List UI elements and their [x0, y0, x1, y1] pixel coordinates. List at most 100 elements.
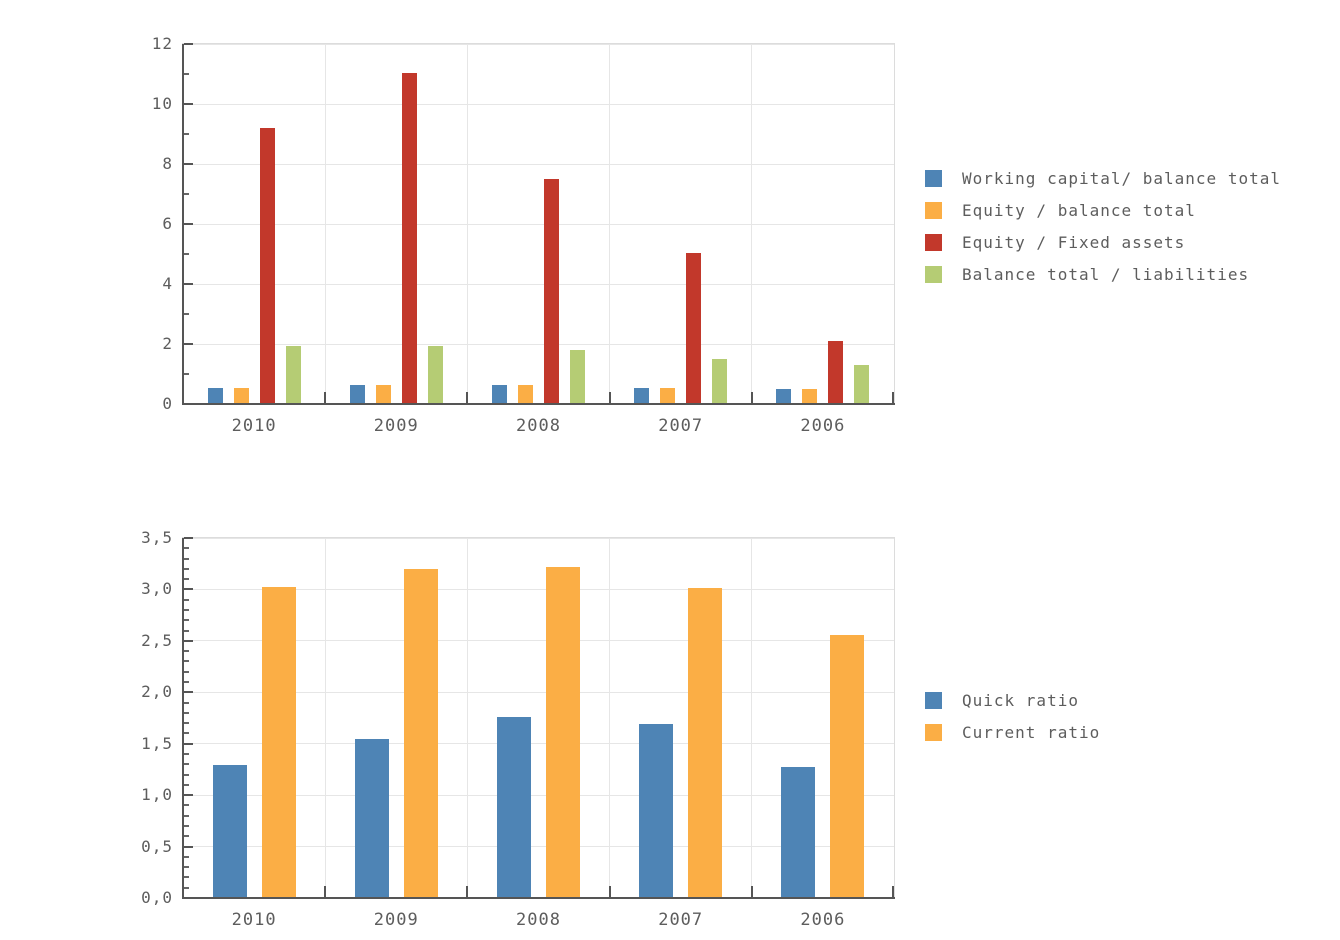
bar-working-capital-balance-total [349, 385, 365, 404]
bar-working-capital-balance-total [634, 387, 650, 404]
y-axis-minor-tick [184, 773, 189, 776]
y-axis-minor-tick [184, 629, 189, 632]
y-axis-major-tick [184, 742, 193, 745]
y-axis-minor-tick [184, 619, 189, 622]
y-axis-minor-tick [184, 866, 189, 869]
gridline [466, 44, 468, 404]
x-axis-line [182, 403, 895, 405]
gridline [751, 44, 753, 404]
legend-item: Working capital/ balance total [925, 162, 1281, 194]
y-axis-major-tick [184, 163, 193, 165]
x-axis-category-label: 2006 [800, 910, 846, 930]
y-axis-minor-tick [184, 753, 189, 755]
x-axis-tick [750, 886, 753, 897]
y-axis-minor-tick [184, 855, 189, 858]
y-axis-tick-label: 3,5 [141, 528, 173, 547]
x-axis-category-label: 2008 [516, 416, 561, 436]
gridline [183, 103, 894, 105]
bar-current-ratio [546, 566, 580, 898]
bar-balance-total-liabilities [712, 359, 728, 404]
bar-quick-ratio [781, 767, 816, 898]
gridline [183, 43, 894, 45]
y-axis-major-tick [184, 639, 193, 642]
y-axis-minor-tick [184, 193, 189, 195]
y-axis-minor-tick [184, 567, 189, 570]
y-axis-minor-tick [184, 578, 189, 581]
legend-label: Current ratio [962, 722, 1101, 742]
y-axis-minor-tick [184, 886, 189, 889]
y-axis-tick-label: 1,0 [141, 785, 173, 805]
x-axis-category-label: 2009 [373, 416, 419, 436]
y-axis-tick-label: 0,5 [141, 836, 173, 856]
x-axis-tick [608, 886, 611, 897]
y-axis-minor-tick [184, 876, 189, 879]
x-axis-tick [892, 392, 894, 403]
bar-balance-total-liabilities [854, 365, 870, 404]
y-axis-major-tick [184, 43, 193, 45]
y-axis-minor-tick [184, 804, 189, 807]
y-axis-tick-label: 10 [151, 94, 173, 113]
legend: Working capital/ balance total Equity / b… [925, 162, 1281, 290]
y-axis-tick-label: 2 [162, 334, 173, 353]
y-axis-line [182, 44, 184, 405]
bar-equity-fixed-assets [686, 252, 702, 404]
y-axis-minor-tick [184, 732, 189, 735]
legend-swatch-icon [925, 691, 942, 709]
balance-ratios-bar-chart: 0 2 4 6 8 10 12 2010 2009 2008 2007 2006 Working ca… [151, 35, 1281, 437]
gridline [183, 163, 894, 165]
y-axis-major-tick [184, 588, 193, 591]
gridline [183, 743, 894, 745]
y-axis-minor-tick [184, 814, 189, 817]
legend-item: Current ratio [925, 716, 1100, 748]
y-axis-minor-tick [184, 313, 189, 315]
bar-equity-balance-total [233, 387, 249, 404]
gridline [183, 846, 894, 848]
y-axis-minor-tick [184, 670, 189, 673]
y-axis-tick-label: 3,0 [141, 579, 173, 599]
y-axis-minor-tick [184, 598, 189, 601]
legend-swatch-icon [925, 233, 942, 251]
legend-label: Working capital/ balance total [962, 168, 1281, 188]
gridline [609, 44, 611, 404]
bar-quick-ratio [212, 765, 247, 898]
bar-balance-total-liabilities [427, 345, 443, 404]
y-axis-major-tick [184, 283, 193, 285]
x-axis-tick [466, 392, 469, 403]
bar-current-ratio [830, 634, 865, 898]
x-axis-category-label: 2010 [231, 416, 277, 436]
y-axis-major-tick [184, 343, 193, 345]
bar-equity-balance-total [660, 387, 676, 404]
bar-equity-fixed-assets [544, 179, 559, 404]
y-axis-minor-tick [184, 133, 189, 135]
bar-working-capital-balance-total [776, 389, 792, 404]
legend-item: Equity / balance total [925, 194, 1281, 226]
y-axis-tick-label: 1,5 [141, 733, 173, 753]
legend-label: Equity / balance total [962, 200, 1196, 220]
x-axis-tick [750, 392, 753, 403]
y-axis-minor-tick [184, 650, 189, 653]
bar-working-capital-balance-total [492, 385, 507, 404]
plot-area: 0,0 0,5 1,0 1,5 2,0 2,5 3,0 3,5 2010 2009 2008 2007… [141, 529, 895, 930]
bar-working-capital-balance-total [207, 387, 223, 404]
y-axis-tick-label: 4 [162, 274, 173, 293]
x-axis-tick [892, 886, 894, 897]
bar-equity-balance-total [518, 385, 533, 404]
gridline [751, 538, 753, 898]
y-axis-minor-tick [184, 711, 189, 714]
y-axis-minor-tick [184, 253, 189, 255]
legend-swatch-icon [925, 201, 942, 219]
legend-item: Equity / Fixed assets [925, 226, 1281, 258]
legend-swatch-icon [925, 723, 942, 741]
bar-equity-balance-total [375, 385, 391, 404]
y-axis-minor-tick [184, 835, 189, 838]
bar-quick-ratio [639, 724, 674, 898]
x-axis-tick [324, 392, 327, 403]
y-axis-tick-label: 0,0 [141, 888, 173, 907]
x-axis-tick [608, 392, 611, 403]
x-axis-tick [466, 886, 469, 897]
legend-item: Balance total / liabilities [925, 258, 1281, 290]
y-axis-minor-tick [184, 660, 189, 663]
legend: Quick ratio Current ratio [925, 684, 1100, 748]
x-axis-tick [324, 886, 327, 897]
